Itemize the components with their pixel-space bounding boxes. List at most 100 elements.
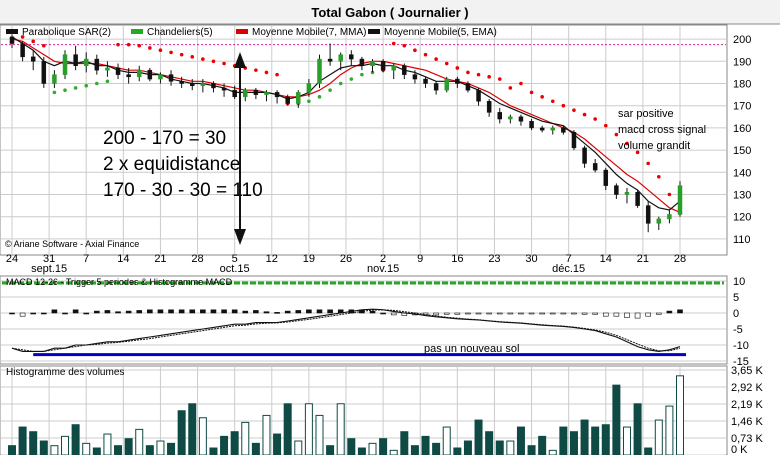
candle-body: [645, 205, 651, 224]
macd-histogram-bar: [274, 312, 280, 314]
sar-dot: [201, 57, 205, 61]
macd-histogram-bar: [539, 312, 545, 315]
macd-histogram-bar: [19, 312, 26, 317]
volume-bar: [167, 442, 176, 455]
macd-histogram-bar: [507, 312, 514, 315]
sar-dot: [169, 50, 173, 55]
macd-histogram-bar: [390, 312, 397, 316]
candle-body: [635, 192, 640, 206]
volume-y-tick: 1,46 K: [731, 416, 763, 428]
equation-line-3: 170 - 30 - 30 = 110: [103, 180, 263, 201]
volume-bar: [569, 431, 578, 455]
arrow-head-up: [234, 52, 246, 68]
volume-bar: [198, 417, 207, 455]
volume-bar: [665, 405, 674, 455]
arrow-head-down: [234, 229, 246, 245]
macd-histogram-bar: [496, 312, 503, 315]
y-tick-label: 190: [733, 56, 751, 68]
sar-dot: [254, 68, 258, 72]
volume-y-tick: 3,65 K: [731, 365, 763, 377]
macd-histogram-bar: [41, 312, 47, 315]
sar-dot: [434, 57, 438, 61]
x-tick-label: 14: [600, 253, 612, 265]
macd-y-tick: 10: [733, 276, 745, 288]
legend-item-candles: Chandeliers(5): [147, 27, 213, 38]
candle-body: [264, 92, 269, 95]
sar-dot: [635, 150, 640, 155]
sar-dot: [275, 72, 279, 77]
candle-body: [243, 89, 248, 98]
sar-dot: [52, 90, 57, 95]
volume-bar: [580, 419, 589, 455]
sar-dot: [529, 90, 534, 95]
sar-dot: [466, 70, 470, 75]
volume-bar: [591, 426, 600, 455]
note-line-2: macd cross signal: [618, 124, 706, 136]
candle-body: [508, 116, 513, 120]
macd-annotation: pas un nouveau sol: [424, 343, 519, 355]
candle-body: [136, 69, 142, 78]
volume-bar: [538, 435, 547, 455]
sar-dot: [31, 39, 36, 44]
candle-body: [455, 78, 460, 84]
macd-histogram-bar: [655, 312, 662, 315]
macd-histogram-bar: [200, 309, 206, 314]
macd-histogram-bar: [518, 312, 524, 315]
volume-bar: [220, 435, 229, 455]
volume-bar: [50, 445, 59, 455]
sar-dot: [42, 43, 46, 48]
month-label: sept.15: [31, 263, 67, 275]
candle-body: [614, 185, 619, 195]
x-tick-label: 28: [191, 253, 203, 265]
macd-histogram-bar: [380, 312, 386, 315]
macd-histogram-bar: [253, 310, 259, 314]
month-label: oct.15: [220, 263, 250, 275]
candle-body: [147, 69, 153, 80]
x-tick-label: 21: [637, 253, 649, 265]
candle-body: [168, 74, 174, 82]
macd-y-tick: 5: [733, 292, 739, 304]
candle-body: [550, 127, 556, 131]
sar-dot: [614, 132, 619, 137]
candle-body: [539, 127, 545, 131]
volume-bar: [82, 442, 91, 455]
equation-line-2: 2 x equidistance: [103, 154, 240, 175]
sar-dot: [264, 70, 269, 75]
macd-histogram-bar: [677, 309, 683, 314]
candle-body: [306, 83, 312, 93]
volume-bar: [294, 440, 303, 455]
candle-body: [592, 163, 598, 171]
y-tick-label: 180: [733, 79, 751, 91]
sar-dot: [116, 42, 120, 47]
candle-body: [497, 112, 502, 120]
legend-item-sar: Parabolique SAR(2): [22, 27, 111, 38]
candle-body: [52, 74, 57, 84]
macd-trigger-line: [11, 309, 681, 352]
volume-bar: [188, 403, 197, 455]
sar-dot: [391, 41, 396, 46]
volume-bar: [135, 428, 144, 455]
x-tick-label: 5: [232, 253, 238, 265]
candle-body: [677, 185, 683, 215]
equidistance-arrow: [234, 52, 246, 245]
macd-histogram-bar: [549, 312, 556, 315]
macd-histogram-bar: [242, 310, 249, 314]
sar-dot: [222, 61, 226, 66]
volume-bar: [389, 449, 398, 455]
y-tick-label: 130: [733, 190, 751, 202]
candle-body: [253, 89, 259, 95]
candle-body: [232, 89, 237, 98]
sar-dot: [444, 61, 449, 66]
macd-histogram-bar: [9, 312, 15, 315]
macd-y-tick: 0: [733, 308, 739, 320]
axis-labels: 24 31 7 14 21 28 5 12 19 26 2 9 16 23 30 7 14 21 28 sept.15…: [6, 34, 764, 455]
macd-series: [2, 281, 724, 357]
x-tick-label: 24: [6, 253, 18, 265]
volume-bar: [474, 419, 483, 455]
candle-body: [370, 61, 375, 66]
macd-histogram-bar: [443, 312, 450, 315]
y-tick-label: 110: [733, 234, 751, 246]
macd-histogram-bar: [83, 312, 90, 315]
macd-histogram-bar: [592, 312, 598, 315]
sar-dot: [540, 95, 544, 99]
